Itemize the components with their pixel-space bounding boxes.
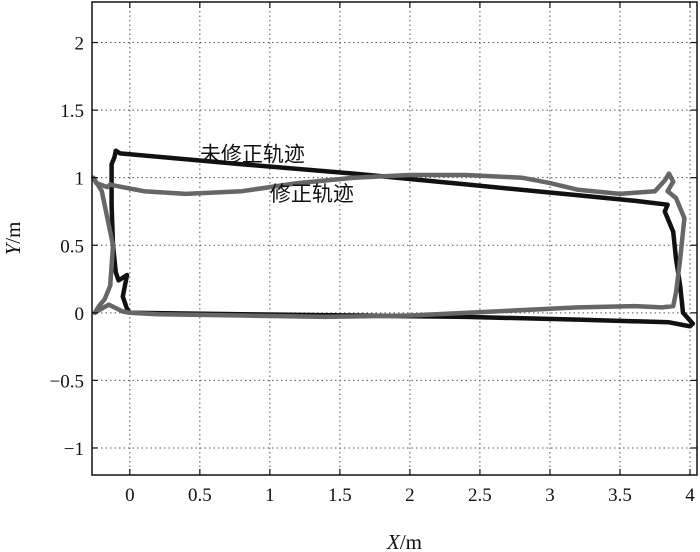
x-tick-label: 4: [685, 485, 695, 506]
series-line-1: [91, 171, 687, 320]
y-axis-label-var: Y: [1, 241, 25, 255]
x-axis-label: X/m: [386, 530, 422, 552]
x-axis-label-var: X: [386, 530, 401, 552]
y-tick-label: 0: [75, 304, 85, 325]
y-axis-label: Y/m: [1, 222, 25, 256]
y-tick-label: 1.5: [60, 101, 84, 122]
y-tick-label: 0.5: [60, 236, 84, 257]
plot-frame: [91, 1, 698, 476]
y-axis-label-unit: /m: [1, 222, 25, 244]
ticks: [92, 2, 697, 475]
y-tick-label: −0.5: [50, 371, 84, 392]
x-tick-label: 0: [125, 485, 135, 506]
x-tick-label: 1: [265, 485, 275, 506]
x-tick-label: 2: [405, 485, 415, 506]
series-group: [91, 148, 696, 329]
y-tick-label: −1: [64, 439, 84, 460]
annotation-corrected: 修正轨迹: [270, 182, 354, 206]
y-tick-label: 1: [75, 169, 85, 190]
x-tick-label: 2.5: [468, 485, 492, 506]
y-tick-label: 2: [75, 34, 85, 55]
grid: [92, 2, 697, 475]
annotation-uncorrected: 未修正轨迹: [200, 143, 305, 167]
x-tick-label: 1.5: [328, 485, 352, 506]
x-axis-label-unit: /m: [400, 530, 422, 552]
tick-labels: 0 0.5 1 1.5 2 2.5 3 3.5 4 −1 −0.5 0 0.5 1 1.5 2: [50, 34, 696, 506]
x-tick-label: 0.5: [188, 485, 212, 506]
x-tick-label: 3.5: [608, 485, 632, 506]
series-line-0: [109, 148, 696, 329]
x-tick-label: 3: [545, 485, 555, 506]
